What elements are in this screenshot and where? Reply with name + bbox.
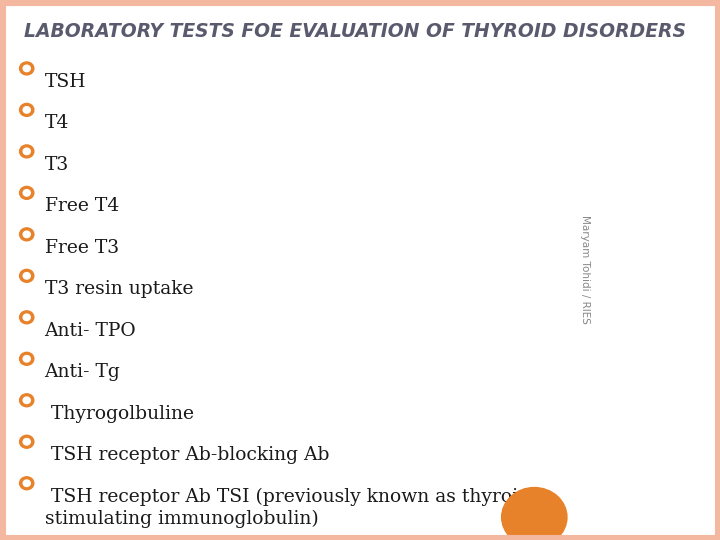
Text: Maryam Tohidi / RIES: Maryam Tohidi / RIES	[580, 215, 590, 324]
Circle shape	[502, 488, 567, 540]
Circle shape	[19, 186, 34, 199]
Circle shape	[19, 145, 34, 158]
Text: T4: T4	[45, 114, 69, 132]
Circle shape	[23, 231, 30, 238]
Circle shape	[23, 355, 30, 362]
Text: TSH receptor Ab TSI (previously known as thyroid-
stimulating immunoglobulin): TSH receptor Ab TSI (previously known as…	[45, 488, 536, 528]
Circle shape	[23, 314, 30, 321]
Circle shape	[23, 480, 30, 487]
Circle shape	[19, 394, 34, 407]
Circle shape	[23, 438, 30, 445]
Text: TSH: TSH	[45, 73, 86, 91]
Circle shape	[23, 65, 30, 72]
Text: Anti- Tg: Anti- Tg	[45, 363, 120, 381]
Text: Thyrogolbuline: Thyrogolbuline	[45, 404, 194, 423]
Circle shape	[23, 148, 30, 154]
Circle shape	[23, 107, 30, 113]
Text: T3: T3	[45, 156, 69, 174]
Circle shape	[19, 352, 34, 365]
Circle shape	[19, 104, 34, 116]
Text: TSH receptor Ab-blocking Ab: TSH receptor Ab-blocking Ab	[45, 446, 329, 464]
Text: LABORATORY TESTS FOE EVALUATION OF THYROID DISORDERS: LABORATORY TESTS FOE EVALUATION OF THYRO…	[24, 22, 685, 40]
Text: Anti- TPO: Anti- TPO	[45, 322, 136, 340]
Circle shape	[23, 397, 30, 403]
Circle shape	[23, 273, 30, 279]
Circle shape	[19, 311, 34, 324]
Circle shape	[19, 435, 34, 448]
Text: Free T4: Free T4	[45, 197, 119, 215]
Circle shape	[19, 62, 34, 75]
Circle shape	[19, 228, 34, 241]
Circle shape	[19, 269, 34, 282]
Circle shape	[23, 190, 30, 196]
Circle shape	[19, 477, 34, 490]
Text: Free T3: Free T3	[45, 239, 119, 256]
Text: T3 resin uptake: T3 resin uptake	[45, 280, 193, 298]
